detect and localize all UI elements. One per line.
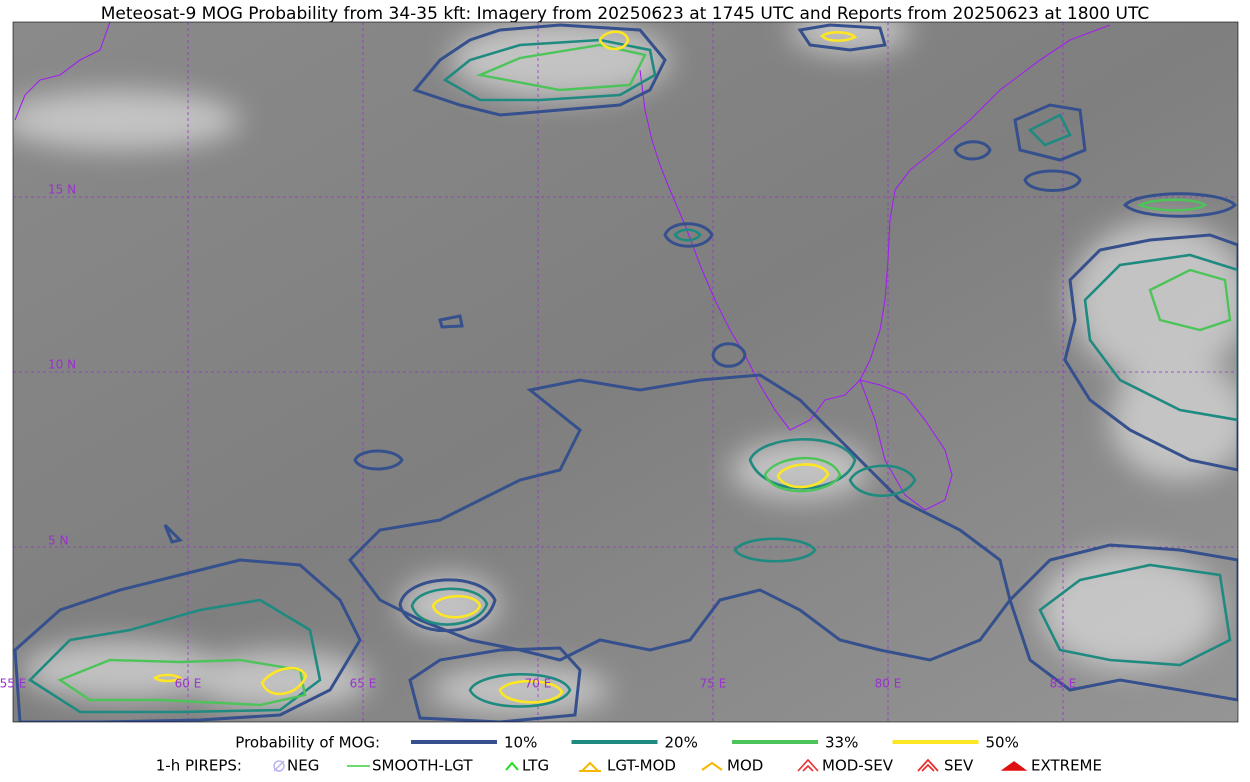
cloud-tops <box>13 22 1238 715</box>
lon-label: 70 E <box>525 677 552 691</box>
legend-label: SEV <box>944 757 974 775</box>
legend-title: 1-h PIREPS: <box>156 757 242 775</box>
legend-label: SMOOTH-LGT <box>372 757 473 775</box>
map-frame <box>12 21 1239 723</box>
legend: Probability of MOG: 10% 20% 33% 50% 1-h PIREP… <box>156 734 1102 775</box>
legend-label: MOD-SEV <box>822 757 894 775</box>
pirep-icon <box>579 761 601 772</box>
legend-label: 20% <box>665 734 698 752</box>
lon-label: 60 E <box>175 677 202 691</box>
pirep-icon <box>917 758 939 772</box>
lon-label: 85 E <box>1050 677 1077 691</box>
lon-label: 80 E <box>875 677 902 691</box>
lat-label: 10 N <box>48 358 76 372</box>
lon-label: 55 E <box>0 677 26 691</box>
legend-label: MOD <box>727 757 763 775</box>
legend-label: 33% <box>825 734 858 752</box>
legend-title: Probability of MOG: <box>235 734 380 752</box>
legend-label: 50% <box>986 734 1019 752</box>
lat-label: 15 N <box>48 183 76 197</box>
pirep-icon <box>1000 761 1028 771</box>
legend-label: 10% <box>504 734 537 752</box>
pirep-icon <box>701 761 723 771</box>
pirep-icon <box>273 760 285 772</box>
legend-label: LGT-MOD <box>607 757 676 775</box>
legend-label: LTG <box>522 757 549 775</box>
pirep-icon <box>505 761 519 771</box>
lat-label: 5 N <box>48 534 68 548</box>
coastline <box>14 22 1111 511</box>
grid-lines <box>13 22 1238 722</box>
pirep-icon <box>273 760 285 772</box>
title: Meteosat-9 MOG Probability from 34-35 kf… <box>101 4 1150 24</box>
pirep-icon <box>797 758 819 772</box>
legend-label: EXTREME <box>1031 757 1102 775</box>
map-labels: 15 N 10 N 5 N 55 E 60 E 65 E 70 E 75 E 80 E 85 E <box>0 183 1076 691</box>
lon-label: 75 E <box>700 677 727 691</box>
legend-label: NEG <box>287 757 319 775</box>
mog-contours <box>13 23 1238 722</box>
map <box>13 22 1238 722</box>
lon-label: 65 E <box>350 677 377 691</box>
